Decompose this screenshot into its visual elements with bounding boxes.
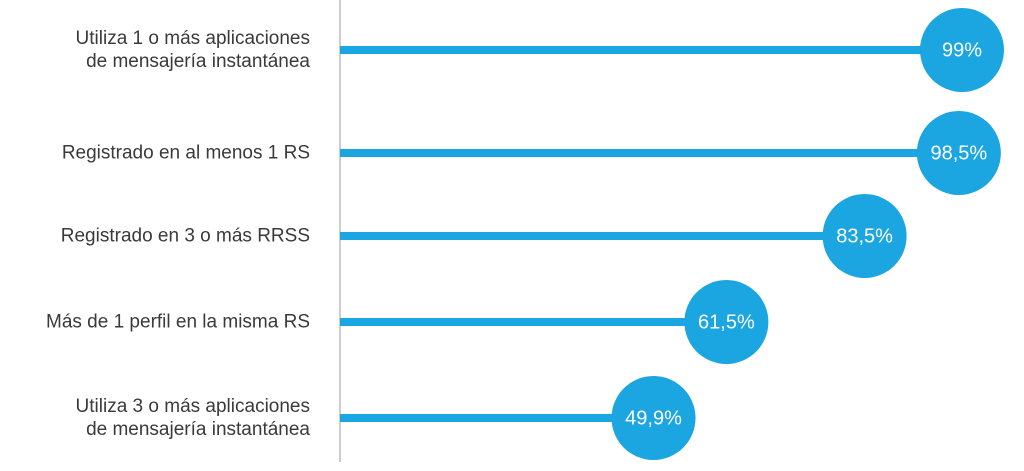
value-label: 61,5% (698, 311, 755, 333)
bar-head (916, 111, 1001, 195)
bar-head (822, 194, 907, 278)
bar-head (611, 376, 696, 460)
value-label: 98,5% (930, 142, 987, 164)
category-label: Registrado en al menos 1 RS (61, 142, 310, 164)
value-label: 49,9% (625, 407, 682, 429)
value-label: 99% (942, 39, 982, 61)
bar-head (920, 8, 1004, 92)
category-label: Utiliza 3 o más aplicaciones de mensajer… (75, 396, 310, 440)
bar-head (684, 280, 769, 364)
category-label: Más de 1 perfil en la misma RS (46, 311, 310, 333)
value-label: 83,5% (836, 225, 893, 247)
category-label: Registrado en 3 o más RRSS (60, 225, 310, 247)
category-label: Utiliza 1 o más aplicaciones de mensajer… (75, 28, 310, 72)
